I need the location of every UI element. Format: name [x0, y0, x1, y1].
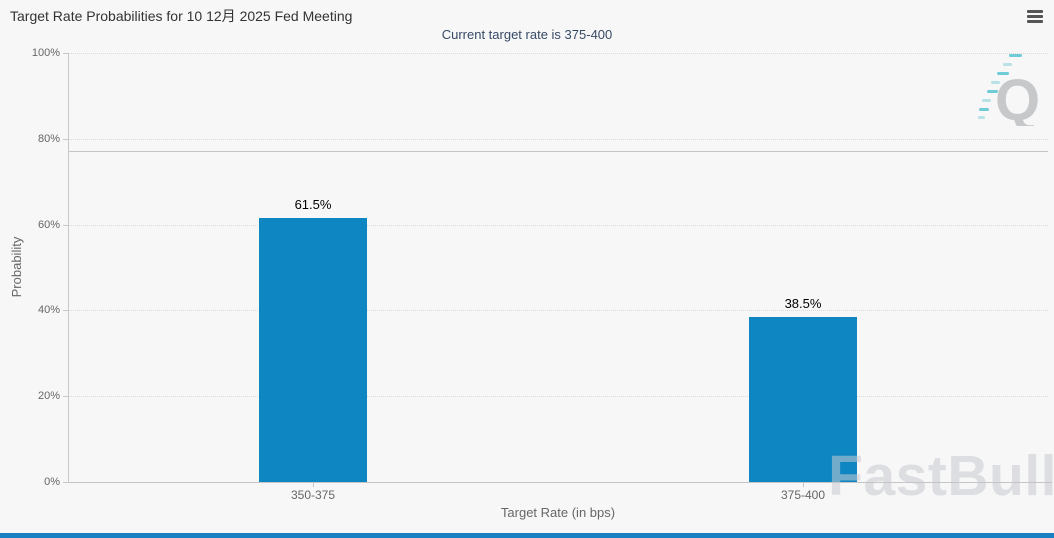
y-axis-tick	[63, 224, 68, 226]
bar-350-375[interactable]	[259, 218, 367, 482]
y-axis-tick-label: 20%	[37, 390, 60, 403]
q-logo-dashes	[978, 54, 1022, 119]
reference-line	[68, 150, 1048, 152]
y-gridline	[68, 224, 1048, 226]
x-axis-category-label: 350-375	[290, 488, 336, 502]
y-axis-tick	[63, 310, 68, 312]
y-axis-tick-label: 100%	[31, 47, 60, 59]
bar-value-label: 61.5%	[294, 197, 332, 213]
y-axis-tick-label: 0%	[44, 476, 60, 488]
x-axis-tick	[803, 482, 804, 487]
hamburger-menu-icon	[1027, 20, 1043, 23]
y-axis-tick	[63, 396, 68, 398]
y-gridline	[68, 138, 1048, 140]
y-axis-tick	[63, 53, 68, 54]
fastbull-watermark: FastBull	[828, 444, 1054, 508]
x-axis-line	[68, 482, 1052, 483]
y-gridline	[68, 396, 1048, 398]
bottom-accent-bar	[0, 533, 1054, 538]
bar-value-label: 38.5%	[784, 295, 822, 311]
q-logo-letter: Q	[995, 68, 1040, 126]
chart-title: Target Rate Probabilities for 10 12月 202…	[10, 8, 353, 24]
y-axis-tick-label: 40%	[37, 304, 60, 317]
hamburger-menu-icon	[1027, 10, 1043, 13]
hamburger-menu-icon	[1027, 15, 1043, 18]
q-logo-watermark: Q	[978, 54, 1040, 126]
x-axis-tick	[313, 482, 314, 487]
x-axis-title: Target Rate (in bps)	[500, 505, 616, 520]
y-axis-tick	[63, 138, 68, 140]
bar-375-400[interactable]	[749, 316, 857, 482]
y-axis-tick-label: 80%	[37, 132, 60, 145]
y-gridline	[68, 310, 1048, 312]
chart-subtitle: Current target rate is 375-400	[441, 27, 613, 42]
context-menu-button[interactable]	[1024, 7, 1046, 26]
y-axis-line	[68, 53, 69, 482]
y-gridline	[68, 53, 1048, 54]
x-axis-category-label: 375-400	[780, 488, 826, 502]
y-axis-tick	[63, 482, 68, 483]
y-axis-tick-label: 60%	[37, 218, 60, 231]
